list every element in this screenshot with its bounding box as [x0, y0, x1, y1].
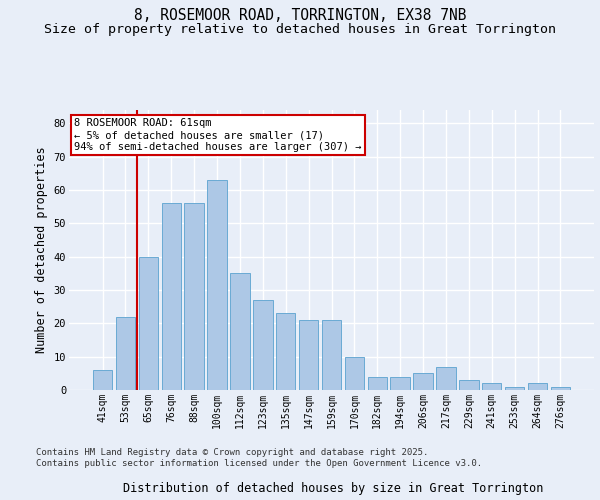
- Bar: [551, 386, 570, 390]
- Bar: [299, 320, 319, 390]
- Bar: [391, 376, 410, 390]
- Bar: [459, 380, 479, 390]
- Bar: [93, 370, 112, 390]
- Text: 8 ROSEMOOR ROAD: 61sqm
← 5% of detached houses are smaller (17)
94% of semi-deta: 8 ROSEMOOR ROAD: 61sqm ← 5% of detached …: [74, 118, 362, 152]
- Bar: [322, 320, 341, 390]
- Bar: [208, 180, 227, 390]
- Bar: [230, 274, 250, 390]
- Bar: [482, 384, 502, 390]
- Bar: [344, 356, 364, 390]
- Bar: [253, 300, 272, 390]
- Bar: [413, 374, 433, 390]
- Bar: [161, 204, 181, 390]
- Bar: [368, 376, 387, 390]
- Bar: [184, 204, 204, 390]
- Text: Size of property relative to detached houses in Great Torrington: Size of property relative to detached ho…: [44, 22, 556, 36]
- Bar: [139, 256, 158, 390]
- Y-axis label: Number of detached properties: Number of detached properties: [35, 146, 48, 354]
- Bar: [528, 384, 547, 390]
- Text: Contains HM Land Registry data © Crown copyright and database right 2025.
Contai: Contains HM Land Registry data © Crown c…: [36, 448, 482, 468]
- Bar: [116, 316, 135, 390]
- Bar: [505, 386, 524, 390]
- Bar: [436, 366, 455, 390]
- Text: 8, ROSEMOOR ROAD, TORRINGTON, EX38 7NB: 8, ROSEMOOR ROAD, TORRINGTON, EX38 7NB: [134, 8, 466, 22]
- Text: Distribution of detached houses by size in Great Torrington: Distribution of detached houses by size …: [123, 482, 543, 495]
- Bar: [276, 314, 295, 390]
